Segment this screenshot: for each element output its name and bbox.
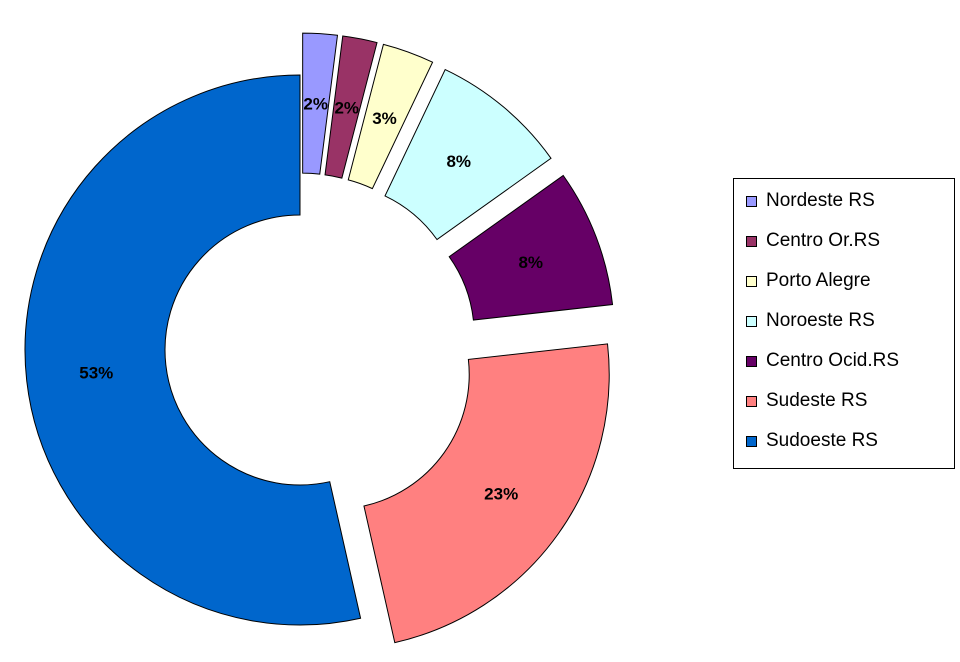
data-label-noroeste-rs: 8% <box>446 152 471 171</box>
data-label-centro-or-rs: 2% <box>334 98 359 117</box>
legend-item-noroeste-rs: Noroeste RS <box>746 309 875 333</box>
legend-item-nordeste-rs: Nordeste RS <box>746 189 875 213</box>
legend-label: Centro Or.RS <box>766 230 881 251</box>
slice-sudeste-rs <box>363 343 610 644</box>
chart-legend: Nordeste RS Centro Or.RS Porto Alegre Noroe… <box>733 178 955 469</box>
legend-label: Sudeste RS <box>766 390 868 411</box>
legend-item-centro-or-rs: Centro Or.RS <box>746 229 880 253</box>
legend-item-centro-ocid-rs: Centro Ocid.RS <box>746 349 899 373</box>
legend-label: Centro Ocid.RS <box>766 350 900 371</box>
slice-sudoeste-rs <box>24 74 362 626</box>
legend-swatch <box>746 235 757 247</box>
slice-noroeste-rs <box>384 68 552 241</box>
slice-centro-ocid-rs <box>448 174 614 321</box>
slice-porto-alegre <box>347 43 434 190</box>
legend-swatch <box>746 395 757 407</box>
legend-label: Noroeste RS <box>766 310 875 331</box>
legend-item-sudeste-rs: Sudeste RS <box>746 389 867 413</box>
legend-label: Sudoeste RS <box>766 430 878 451</box>
slice-centro-or-rs <box>324 35 378 179</box>
legend-swatch <box>746 275 757 287</box>
data-label-centro-ocid-rs: 8% <box>518 253 543 272</box>
legend-label: Porto Alegre <box>766 270 871 291</box>
data-label-nordeste-rs: 2% <box>303 94 328 113</box>
slice-nordeste-rs <box>302 32 339 175</box>
legend-swatch <box>746 315 757 327</box>
legend-swatch <box>746 195 757 207</box>
legend-item-porto-alegre: Porto Alegre <box>746 269 871 293</box>
legend-swatch <box>746 355 757 367</box>
data-label-sudeste-rs: 23% <box>484 484 518 503</box>
legend-item-sudoeste-rs: Sudoeste RS <box>746 429 878 453</box>
legend-label: Nordeste RS <box>766 190 875 211</box>
legend-swatch <box>746 435 757 447</box>
data-label-porto-alegre: 3% <box>372 109 397 128</box>
data-label-sudoeste-rs: 53% <box>79 364 113 383</box>
